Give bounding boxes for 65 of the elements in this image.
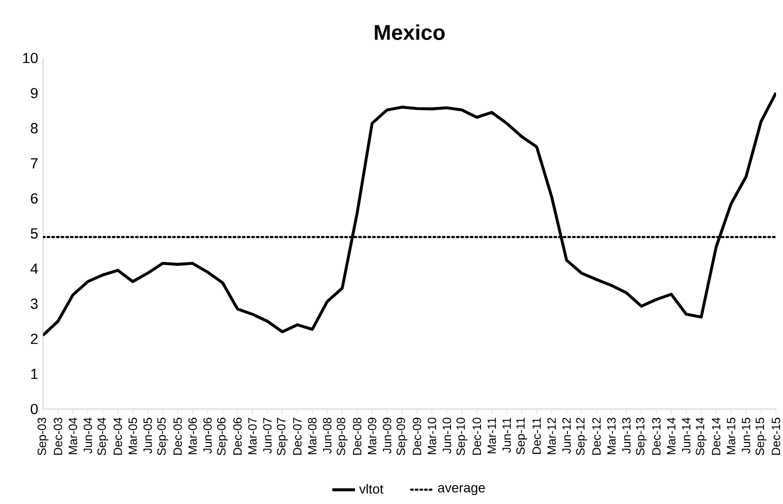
x-tick-label: Sep-15 <box>756 418 766 456</box>
x-tick-label: Dec-05 <box>173 418 182 455</box>
x-tick-label: Mar-10 <box>428 418 436 454</box>
x-tick-label: Jun-08 <box>322 418 332 454</box>
x-tick-label: Jun-06 <box>203 418 212 454</box>
x-tick-label: Mar-05 <box>128 418 137 454</box>
x-tick-label: Mar-08 <box>308 418 317 454</box>
y-tick-label: 0 <box>30 404 38 414</box>
y-tick-label: 3 <box>30 298 38 309</box>
x-tick-label: Dec-08 <box>352 418 362 455</box>
y-tick-label: 4 <box>30 264 38 274</box>
x-tick-label: Mar-09 <box>368 418 376 454</box>
chart-title: Mexico <box>374 24 445 40</box>
y-tick-label: 9 <box>30 88 38 98</box>
x-tick-label: Dec-06 <box>233 418 242 455</box>
x-tick-label: Jun-10 <box>442 418 452 454</box>
x-tick-label: Dec-10 <box>472 418 482 455</box>
x-tick-label: Sep-11 <box>516 418 528 454</box>
x-tick-label: Dec-09 <box>412 418 422 455</box>
x-tick-label: Mar-15 <box>726 418 736 454</box>
x-tick-label: Dec-07 <box>293 418 302 455</box>
x-tick-label: Dec-04 <box>114 418 122 455</box>
x-tick-label: Jun-14 <box>682 418 690 454</box>
y-tick-label: 5 <box>30 228 38 239</box>
y-tick-label: 6 <box>30 193 38 204</box>
line-series <box>43 91 776 337</box>
x-tick-label: Sep-06 <box>217 418 228 456</box>
x-tick-label: Jun-12 <box>562 418 571 454</box>
x-tick-label: Dec-03 <box>54 418 62 455</box>
x-tick-label: Sep-13 <box>636 418 647 456</box>
x-tick-label: Dec-15 <box>772 418 780 455</box>
y-tick-label: 2 <box>30 334 38 344</box>
y-tick-label: 7 <box>30 158 38 168</box>
x-tick-label: Mar-07 <box>248 418 257 454</box>
x-tick-label: Sep-05 <box>157 418 168 456</box>
x-tick-label: Dec-14 <box>712 418 720 455</box>
x-tick-label: Mar-06 <box>188 418 197 454</box>
x-tick-label: Jun-15 <box>742 418 750 454</box>
x-tick-label: Jun-07 <box>263 418 272 454</box>
x-tick-label: Mar-11 <box>488 418 496 454</box>
x-tick-label: Mar-12 <box>547 418 556 454</box>
x-tick-label: Sep-12 <box>576 418 587 456</box>
y-tick-label: 8 <box>30 123 38 134</box>
y-tick-label: 1 <box>31 368 38 379</box>
x-tick-label: Dec-11 <box>532 418 541 454</box>
x-tick-label: Jun-11 <box>502 418 511 453</box>
x-tick-label: Sep-07 <box>276 418 288 456</box>
x-tick-label: Sep-09 <box>396 418 408 456</box>
x-tick-label: Mar-04 <box>68 418 78 454</box>
x-tick-label: Dec-12 <box>592 418 601 455</box>
legend-label: average <box>438 485 485 496</box>
x-tick-label: Sep-14 <box>696 418 707 456</box>
x-tick-label: Sep-08 <box>336 418 348 456</box>
x-tick-label: Jun-09 <box>382 418 392 454</box>
y-tick-label: 10 <box>23 52 38 64</box>
x-tick-label: Jun-05 <box>143 418 152 454</box>
legend-label: vltot <box>359 484 384 494</box>
x-tick-label: Dec-13 <box>652 418 661 455</box>
x-tick-label: Mar-14 <box>667 418 676 454</box>
x-tick-label: Mar-13 <box>607 418 616 454</box>
x-tick-label: Sep-03 <box>38 418 48 456</box>
x-tick-label: Sep-04 <box>97 418 108 456</box>
x-tick-label: Jun-13 <box>622 418 631 454</box>
x-tick-label: Jun-04 <box>84 418 92 454</box>
x-tick-label: Sep-10 <box>456 418 468 456</box>
